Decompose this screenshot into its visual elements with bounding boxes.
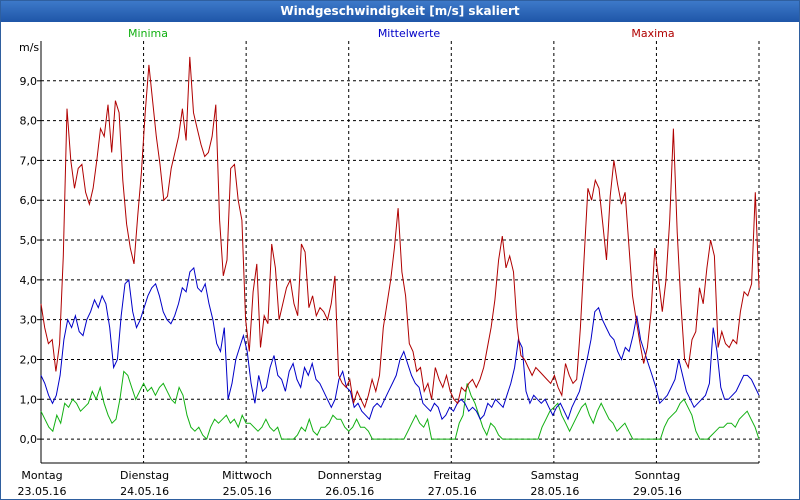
y-tick-label: 5,0	[20, 234, 38, 247]
series-line-maxima	[40, 56, 760, 409]
y-tick-label: 3,0	[20, 314, 38, 327]
wind-speed-chart: 0,0 1,0 2,0 3,0 4,0 5,0 6,0 7,0 8,0 9,0 Montag 23.0…	[18, 27, 760, 498]
y-tick-label: 1,0	[20, 393, 38, 406]
x-tick-label-day: Freitag	[433, 469, 471, 482]
series-line-minima	[40, 370, 760, 441]
x-tick-label-date: 23.05.16	[18, 485, 67, 498]
legend-entry-maxima: Maxima	[631, 27, 674, 40]
x-tick-label-date: 28.05.16	[530, 485, 579, 498]
x-tick-label-day: Samstag	[531, 469, 579, 482]
x-tick-label-day: Mittwoch	[222, 469, 272, 482]
x-tick-label-date: 27.05.16	[428, 485, 477, 498]
legend-entry-mittelwerte: Mittelwerte	[378, 27, 441, 40]
x-tick-label-day: Sonntag	[635, 469, 681, 482]
y-axis-label: m/s	[19, 41, 39, 54]
y-tick-label: 0,0	[20, 433, 38, 446]
y-tick-label: 8,0	[20, 115, 38, 128]
x-tick-label-date: 24.05.16	[120, 485, 169, 498]
series-line-mittelwerte	[40, 266, 760, 421]
x-tick-label-day: Donnerstag	[318, 469, 382, 482]
x-tick-label-date: 26.05.16	[325, 485, 374, 498]
y-tick-label: 2,0	[20, 353, 38, 366]
y-tick-label: 6,0	[20, 194, 38, 207]
x-tick-label-day: Montag	[21, 469, 62, 482]
window-title: Windgeschwindigkeit [m/s] skaliert	[1, 1, 799, 22]
x-tick-label-day: Dienstag	[120, 469, 169, 482]
y-tick-label: 4,0	[20, 274, 38, 287]
legend-entry-minima: Minima	[128, 27, 168, 40]
x-tick-label-date: 29.05.16	[633, 485, 682, 498]
y-tick-label: 7,0	[20, 154, 38, 167]
y-tick-label: 9,0	[20, 75, 38, 88]
x-tick-label-date: 25.05.16	[223, 485, 272, 498]
